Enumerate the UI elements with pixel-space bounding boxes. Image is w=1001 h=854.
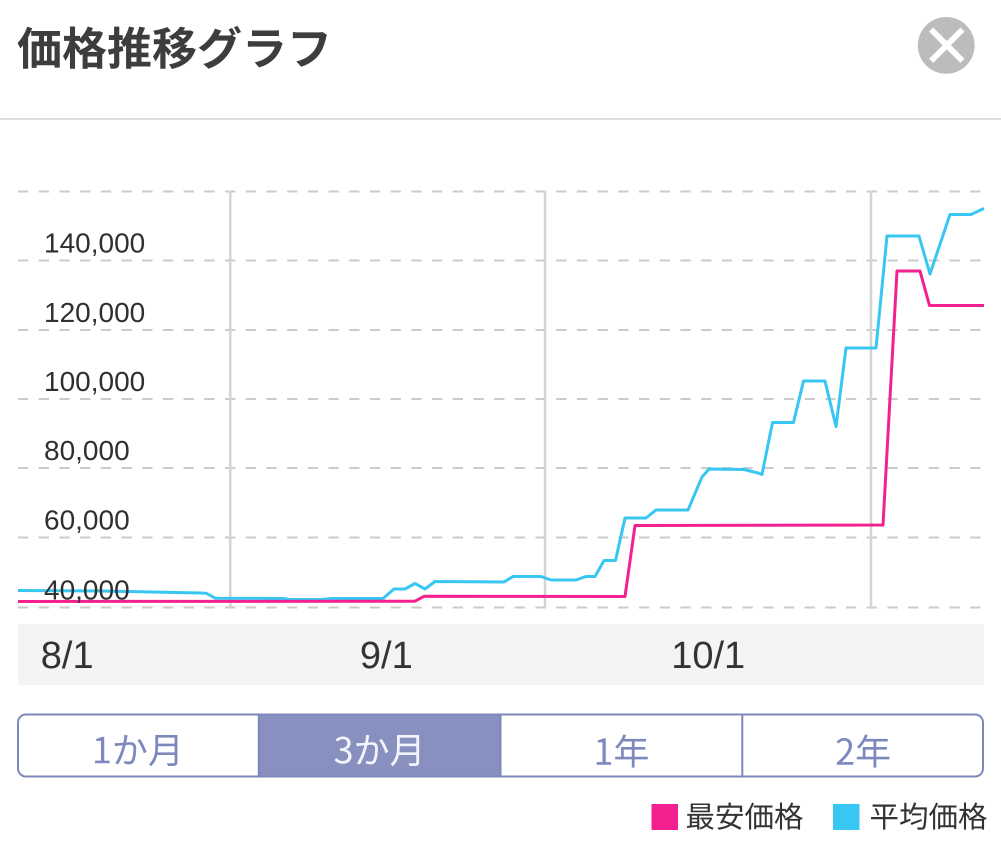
svg-text:8/1: 8/1 (41, 635, 94, 677)
svg-text:10/1: 10/1 (671, 635, 745, 677)
svg-text:60,000: 60,000 (44, 505, 130, 536)
svg-text:140,000: 140,000 (44, 228, 145, 259)
svg-text:9/1: 9/1 (360, 635, 413, 677)
svg-text:120,000: 120,000 (44, 297, 145, 328)
svg-text:40,000: 40,000 (44, 575, 130, 606)
svg-text:100,000: 100,000 (44, 366, 145, 397)
svg-text:80,000: 80,000 (44, 435, 130, 466)
